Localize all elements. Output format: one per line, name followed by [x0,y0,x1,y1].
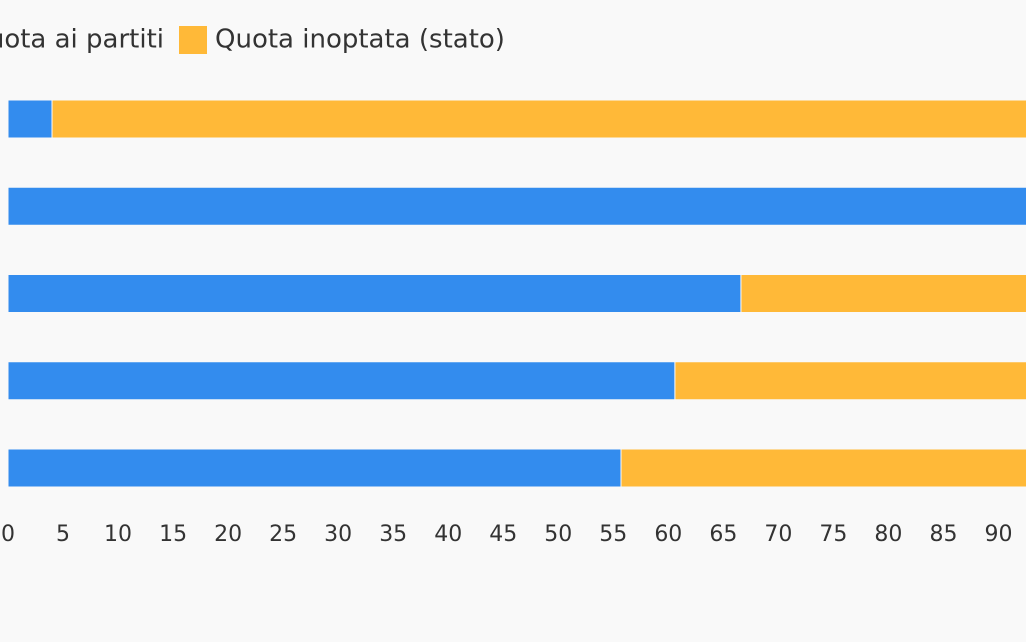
x-tick-label: 0 [1,522,15,547]
bar-segment [7,99,53,139]
x-tick-label: 65 [709,522,737,547]
x-tick-label: 35 [379,522,407,547]
legend-swatch [179,26,207,54]
x-tick-label: 25 [269,522,297,547]
x-tick-label: 30 [324,522,352,547]
x-tick-label: 10 [104,522,132,547]
x-tick-label: 85 [929,522,957,547]
x-tick-label: 80 [874,522,902,547]
x-tick-label: 45 [489,522,517,547]
x-tick-label: 55 [599,522,627,547]
bar-segment [7,361,676,401]
bar-segment [7,274,742,313]
x-tick-label: 15 [159,522,187,547]
legend-label: Quota ai partiti [0,25,164,55]
x-tick-label: 90 [984,522,1012,547]
x-tick-label: 70 [764,522,792,547]
x-tick-label: 5 [56,522,70,547]
x-tick-label: 50 [544,522,572,547]
x-tick-label: 20 [214,522,242,547]
x-tick-label: 40 [434,522,462,547]
x-tick-label: 60 [654,522,682,547]
bar-segment [7,186,1026,226]
legend-label: Quota inoptata (stato) [215,25,505,55]
bar-segment [620,448,1026,488]
bar-segment [674,361,1026,401]
bar-segment [7,448,622,488]
x-tick-label: 75 [819,522,847,547]
bar-segment [51,99,1026,139]
bar-segment [740,274,1026,313]
